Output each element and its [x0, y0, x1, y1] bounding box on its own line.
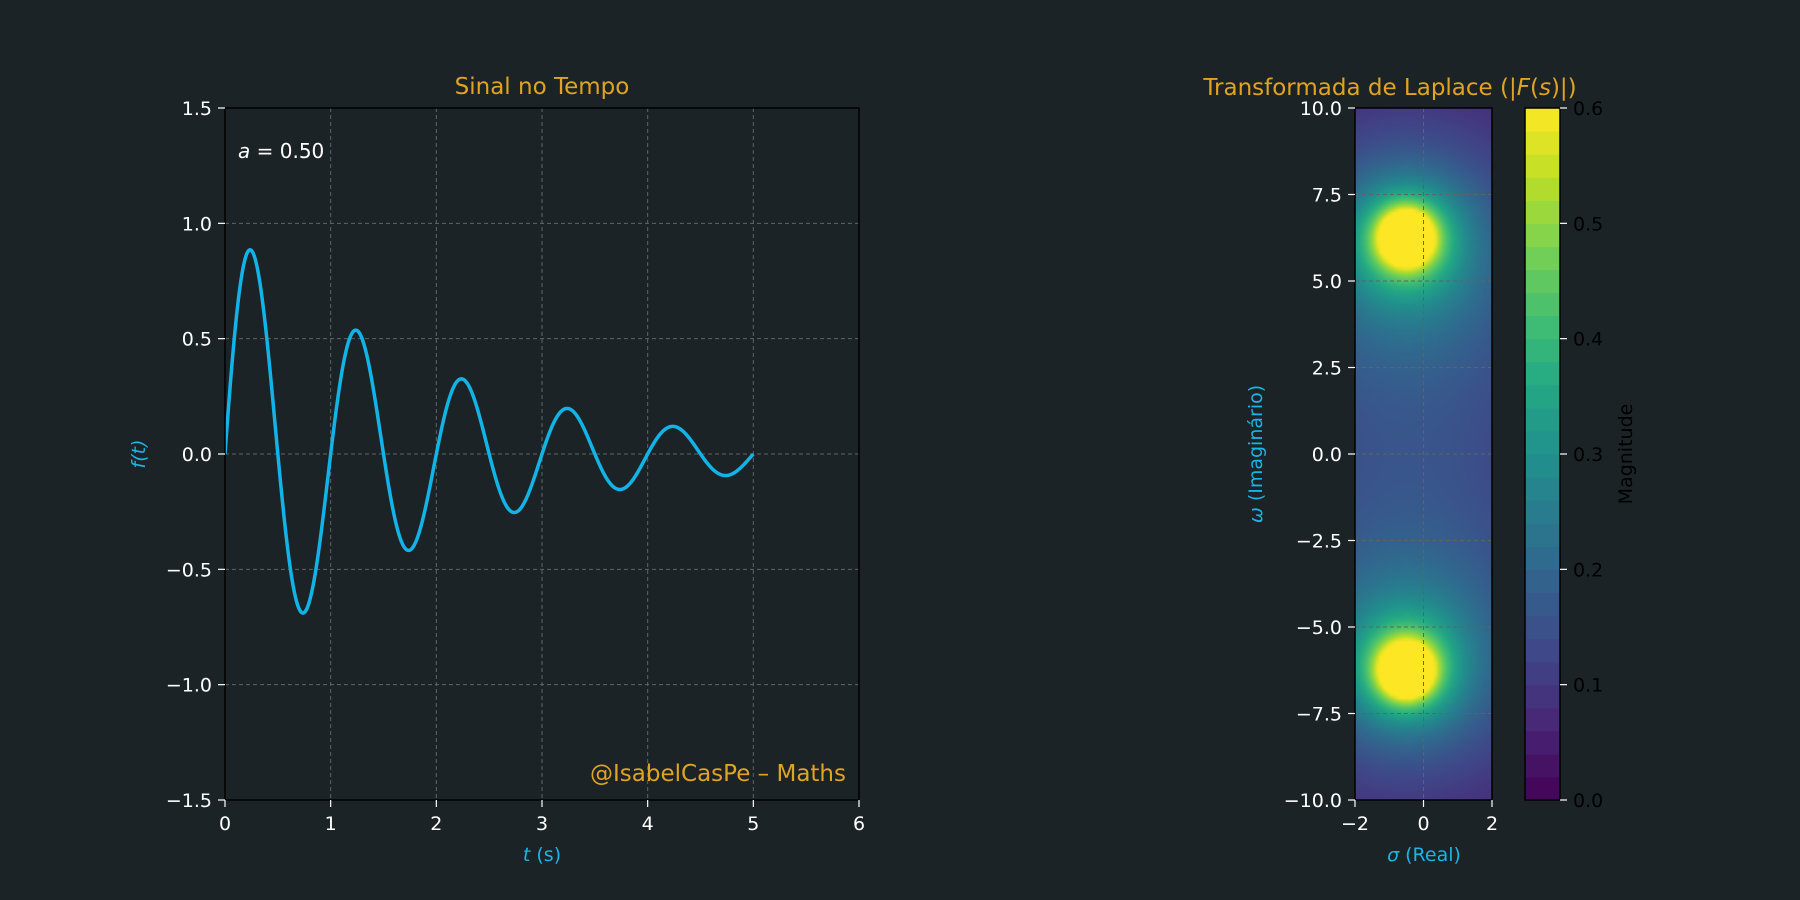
colorbar-label: Magnitude [1615, 404, 1637, 505]
heatmap-y-tick-label: 10.0 [1300, 98, 1342, 120]
colorbar-band [1525, 707, 1560, 732]
signal-line [225, 248, 755, 615]
colorbar-band [1525, 638, 1560, 663]
x-tick-label: 1 [325, 813, 337, 835]
y-tick-label: −1.0 [166, 675, 212, 697]
x-tick-label: 6 [853, 813, 865, 835]
heatmap-y-tick-label: −10.0 [1284, 790, 1342, 812]
colorbar-band [1525, 592, 1560, 617]
colorbar-band [1525, 131, 1560, 155]
x-tick-label: 3 [536, 813, 548, 835]
colorbar-tick-label: 0.5 [1573, 213, 1603, 235]
annotation-a-value: a = 0.50 [238, 139, 324, 163]
heatmap-panel-title: Transformada de Laplace (|F(s)|) [1202, 75, 1576, 101]
colorbar-band [1525, 753, 1560, 778]
colorbar-band [1525, 200, 1560, 224]
heatmap-x-tick-label: 0 [1417, 813, 1429, 835]
colorbar-band [1525, 154, 1560, 178]
x-tick-label: 0 [219, 813, 231, 835]
colorbar-band [1525, 384, 1560, 409]
colorbar-band [1525, 177, 1560, 201]
heatmap-y-axis-label: ω (Imaginário) [1245, 385, 1267, 523]
colorbar-tick-label: 0.3 [1573, 444, 1603, 466]
heatmap-y-tick-label: −5.0 [1296, 617, 1342, 639]
heatmap-y-tick-label: 7.5 [1312, 185, 1342, 207]
colorbar-band [1525, 454, 1560, 478]
colorbar-band [1525, 569, 1560, 593]
heatmap-y-tick-label: 5.0 [1312, 271, 1342, 293]
y-tick-label: −0.5 [166, 559, 212, 581]
colorbar-band [1525, 615, 1560, 640]
colorbar-tick-label: 0.2 [1573, 559, 1603, 581]
y-tick-label: 1.0 [182, 213, 212, 235]
colorbar-tick-label: 0.1 [1573, 675, 1603, 697]
watermark: @IsabelCasPe – Maths [590, 761, 846, 787]
x-tick-label: 4 [642, 813, 654, 835]
heatmap-ticks: −2 0 2 −10.0 −7.5 −5.0 −2.5 0.0 2.5 5.0 7.5 10.0 [1284, 98, 1498, 835]
x-tick-label: 2 [430, 813, 442, 835]
y-tick-label: 0.0 [182, 444, 212, 466]
colorbar: 0.0 0.1 0.2 0.3 0.4 0.5 0.6 Magnitude [1524, 98, 1637, 812]
colorbar-band [1525, 430, 1560, 455]
colorbar-band [1525, 223, 1560, 247]
colorbar-gradient [1525, 108, 1560, 801]
y-tick-label: 1.5 [182, 98, 212, 120]
heatmap-y-tick-label: −2.5 [1296, 531, 1342, 553]
x-tick-label: 5 [747, 813, 759, 835]
heatmap-x-axis-label: σ (Real) [1387, 844, 1461, 866]
colorbar-band [1525, 269, 1560, 294]
colorbar-band [1525, 477, 1560, 501]
colorbar-band [1525, 407, 1560, 432]
colorbar-band [1525, 776, 1560, 801]
colorbar-band [1525, 730, 1560, 755]
heatmap-y-tick-label: −7.5 [1296, 704, 1342, 726]
y-tick-label: −1.5 [166, 790, 212, 812]
colorbar-band [1525, 661, 1560, 686]
time-panel-title: Sinal no Tempo [455, 74, 630, 100]
y-tick-label: 0.5 [182, 329, 212, 351]
colorbar-tick-label: 0.6 [1573, 98, 1603, 120]
colorbar-band [1525, 361, 1560, 386]
heatmap-y-tick-label: 2.5 [1312, 358, 1342, 380]
heatmap-y-tick-label: 0.0 [1312, 444, 1342, 466]
time-x-axis-label: t (s) [523, 844, 561, 866]
colorbar-band [1525, 108, 1560, 132]
colorbar-band [1525, 246, 1560, 271]
heatmap-x-tick-label: −2 [1341, 813, 1369, 835]
colorbar-tick-label: 0.0 [1573, 790, 1603, 812]
laplace-heatmap-chart: −2 0 2 −10.0 −7.5 −5.0 −2.5 0.0 2.5 5.0 7.5 10.0 Tr… [1202, 75, 1576, 866]
colorbar-band [1525, 684, 1560, 709]
colorbar-band [1525, 292, 1560, 317]
time-signal-chart: 0 1 2 3 4 5 6 −1.5 −1.0 −0.5 0.0 0.5 1.0 1.5 Sinal no… [128, 74, 865, 866]
colorbar-ticks: 0.0 0.1 0.2 0.3 0.4 0.5 0.6 [1560, 98, 1603, 812]
colorbar-band [1525, 546, 1560, 570]
time-ticks: 0 1 2 3 4 5 6 −1.5 −1.0 −0.5 0.0 0.5 1.0 1.5 [166, 98, 865, 835]
colorbar-tick-label: 0.4 [1573, 329, 1603, 351]
time-y-axis-label: f(t) [128, 440, 150, 469]
colorbar-band [1525, 315, 1560, 340]
colorbar-band [1525, 500, 1560, 524]
heatmap-x-tick-label: 2 [1486, 813, 1498, 835]
colorbar-band [1525, 338, 1560, 363]
colorbar-band [1525, 523, 1560, 547]
